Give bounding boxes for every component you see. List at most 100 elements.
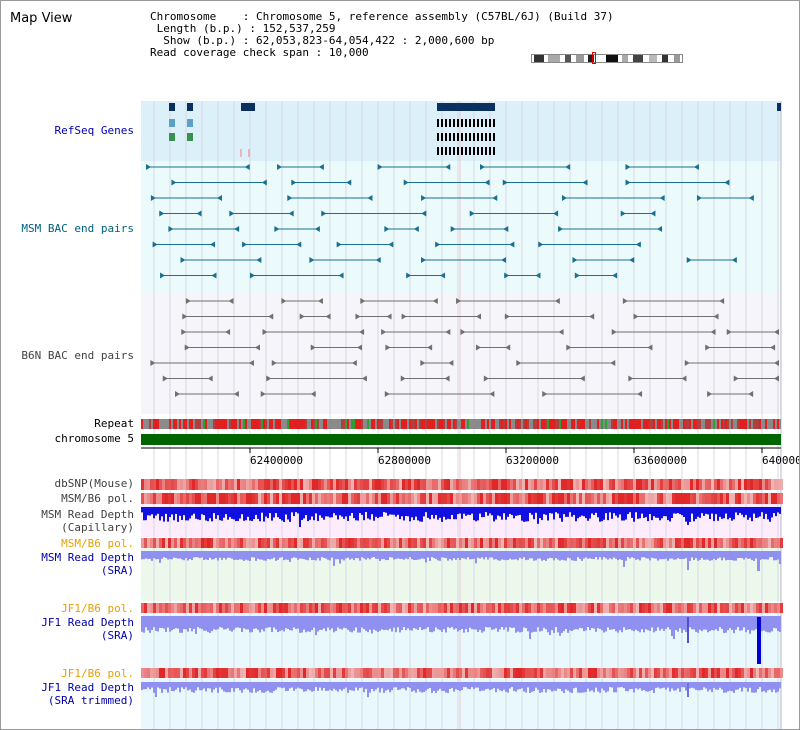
depth-bar [655, 551, 657, 559]
axis-tick-label: 62800000 [378, 454, 431, 467]
depth-bar [355, 507, 357, 521]
bac-end-marker [565, 164, 571, 170]
track-label-repeat[interactable]: Repeat [94, 417, 134, 430]
density-mark [606, 603, 609, 613]
density-mark [198, 493, 201, 504]
track-label-jf1-b6-pol[interactable]: JF1/B6 pol. [61, 602, 134, 615]
density-mark [216, 603, 219, 613]
track-label-msm-depth-capillary[interactable]: MSM Read Depth [41, 508, 134, 521]
depth-bar [641, 551, 643, 558]
density-mark [474, 668, 477, 678]
repeat-mark [425, 419, 427, 429]
depth-bar [411, 616, 413, 631]
depth-bar [265, 551, 267, 561]
depth-bar [239, 616, 241, 628]
density-mark [507, 538, 510, 548]
bac-end-marker [244, 164, 250, 170]
depth-bar [643, 616, 645, 633]
density-mark [696, 493, 699, 504]
bac-end-marker [448, 360, 454, 366]
bac-end-marker [248, 360, 254, 366]
density-mark [342, 493, 345, 504]
depth-bar [697, 682, 699, 691]
density-mark [648, 479, 651, 490]
density-mark [735, 538, 738, 548]
depth-bar [333, 551, 335, 566]
ideogram-view-marker[interactable] [592, 52, 596, 64]
depth-bar [743, 682, 745, 688]
density-mark [525, 603, 528, 613]
depth-bar [543, 551, 545, 560]
depth-bar [541, 507, 543, 521]
repeat-mark [487, 419, 489, 429]
density-mark [204, 603, 207, 613]
density-mark [273, 538, 276, 548]
density-mark [495, 538, 498, 548]
density-mark [405, 479, 408, 490]
repeat-mark [765, 419, 767, 429]
depth-bar [765, 616, 767, 632]
density-mark [690, 493, 693, 504]
depth-bar [551, 507, 553, 514]
density-mark [306, 603, 309, 613]
density-mark [510, 603, 513, 613]
density-mark [648, 668, 651, 678]
depth-bar [559, 616, 561, 636]
density-mark [606, 668, 609, 678]
chromosome-ideogram[interactable] [531, 54, 683, 63]
density-mark [555, 603, 558, 613]
density-mark [663, 603, 666, 613]
track-label-jf1-b6-pol-trimmed[interactable]: JF1/B6 pol. [61, 667, 134, 680]
track-label-msm-bac[interactable]: MSM BAC end pairs [21, 222, 134, 235]
track-label-msm-b6-pol[interactable]: MSM/B6 pol. [61, 492, 134, 505]
track-label-b6n-bac[interactable]: B6N BAC end pairs [21, 349, 134, 362]
track-label-msm-b6-pol-sra[interactable]: MSM/B6 pol. [61, 537, 134, 550]
density-mark [351, 493, 354, 504]
density-mark [474, 538, 477, 548]
track-label-jf1-depth-sra[interactable]: JF1 Read Depth [41, 616, 134, 629]
bac-end-marker [268, 313, 274, 320]
depth-bar [229, 551, 231, 558]
depth-bar [165, 507, 167, 514]
track-label-dbsnp[interactable]: dbSNP(Mouse) [54, 477, 134, 490]
depth-bar [279, 682, 281, 688]
depth-bar [711, 507, 713, 514]
density-mark [735, 668, 738, 678]
density-mark [279, 603, 282, 613]
depth-bar [625, 682, 627, 692]
density-mark [480, 493, 483, 504]
repeat-mark [471, 419, 473, 429]
repeat-mark [541, 419, 543, 429]
density-mark [540, 493, 543, 504]
density-mark [303, 603, 306, 613]
depth-bar [269, 507, 271, 514]
depth-bar [309, 682, 311, 691]
depth-bar [707, 507, 709, 515]
density-mark [261, 538, 264, 548]
depth-bar [351, 551, 353, 559]
track-label-refseq[interactable]: RefSeq Genes [54, 124, 134, 137]
density-mark [378, 668, 381, 678]
density-mark [759, 668, 762, 678]
density-mark [492, 538, 495, 548]
depth-bar [279, 616, 281, 632]
depth-bar [617, 551, 619, 561]
depth-bar [415, 682, 417, 693]
depth-bar [647, 507, 649, 522]
density-mark [276, 479, 279, 490]
depth-bar [343, 507, 345, 519]
depth-bar [725, 616, 727, 633]
track-label-msm-depth-sra[interactable]: MSM Read Depth [41, 551, 134, 564]
depth-bar [297, 682, 299, 688]
depth-bar [171, 507, 173, 515]
track-label-jf1-depth-trimmed[interactable]: JF1 Read Depth [41, 681, 134, 694]
repeat-mark [185, 419, 187, 429]
bac-end-marker [291, 179, 297, 186]
depth-bar [629, 616, 631, 630]
depth-bar [329, 682, 331, 690]
track-label-chromosome[interactable]: chromosome 5 [54, 432, 134, 445]
depth-bar [345, 551, 347, 559]
depth-bar [359, 507, 361, 514]
